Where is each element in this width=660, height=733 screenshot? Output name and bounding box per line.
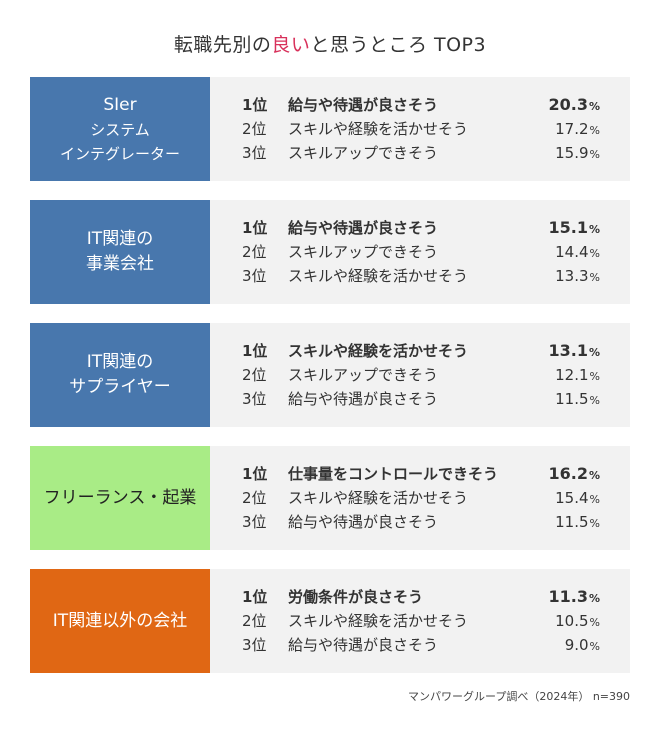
ranking-row: 2位 スキルや経験を活かせそう 10.5% — [210, 609, 630, 633]
rank: 2位 — [242, 243, 267, 261]
reason: スキルアップできそう — [288, 366, 439, 384]
percentage: 20.3% — [548, 95, 600, 114]
reason: スキルアップできそう — [288, 243, 439, 261]
rank: 2位 — [242, 612, 267, 630]
percentage: 13.3% — [555, 267, 600, 285]
ranking-row: 3位 スキルや経験を活かせそう 13.3% — [210, 264, 630, 288]
rank: 2位 — [242, 489, 267, 507]
reason: スキルや経験を活かせそう — [288, 267, 469, 285]
ranking-row: 2位 スキルアップできそう 12.1% — [210, 363, 630, 387]
title-highlight: 良い — [271, 34, 311, 56]
reason: 仕事量をコントロールできそう — [288, 465, 499, 483]
category-label: IT関連の 事業会社 — [30, 200, 210, 304]
reason: 給与や待遇が良さそう — [288, 219, 439, 237]
ranking-row: 1位 スキルや経験を活かせそう 13.1% — [210, 339, 630, 363]
ranking-row: 2位 スキルや経験を活かせそう 15.4% — [210, 486, 630, 510]
ranking-row: 2位 スキルや経験を活かせそう 17.2% — [210, 117, 630, 141]
ranking-panel: 1位 給与や待遇が良さそう 20.3% 2位 スキルや経験を活かせそう 17.2… — [210, 77, 630, 181]
percentage: 17.2% — [555, 120, 600, 138]
ranking-row: 1位 給与や待遇が良さそう 15.1% — [210, 216, 630, 240]
title-pre: 転職先別の — [173, 34, 272, 56]
category-line1: フリーランス・起業 — [43, 487, 197, 508]
percentage: 9.0% — [564, 636, 600, 654]
reason: スキルアップできそう — [288, 144, 439, 162]
percentage: 11.3% — [548, 587, 600, 606]
rank: 2位 — [242, 120, 267, 138]
reason: スキルや経験を活かせそう — [288, 489, 469, 507]
title-post: と思うところ TOP3 — [310, 34, 487, 56]
percentage: 10.5% — [555, 612, 600, 630]
source-footnote: マンパワーグループ調べ（2024年） n=390 — [407, 690, 630, 703]
rank: 3位 — [242, 513, 267, 531]
category-line1: IT関連以外の会社 — [52, 610, 188, 631]
ranking-row: 1位 労働条件が良さそう 11.3% — [210, 585, 630, 609]
page-title: 転職先別の良いと思うところ TOP3 — [0, 30, 660, 57]
ranking-block-it-business: IT関連の 事業会社 1位 給与や待遇が良さそう 15.1% 2位 スキルアップ… — [30, 200, 630, 304]
rank: 1位 — [242, 588, 268, 606]
ranking-row: 1位 仕事量をコントロールできそう 16.2% — [210, 462, 630, 486]
ranking-panel: 1位 スキルや経験を活かせそう 13.1% 2位 スキルアップできそう 12.1… — [210, 323, 630, 427]
rank: 1位 — [242, 342, 268, 360]
ranking-row: 3位 給与や待遇が良さそう 11.5% — [210, 387, 630, 411]
category-line1: SIer — [103, 94, 137, 115]
category-line2: 事業会社 — [86, 254, 154, 274]
percentage: 11.5% — [555, 390, 600, 408]
percentage: 13.1% — [548, 341, 600, 360]
category-line1: IT関連の — [86, 229, 154, 249]
rank: 3位 — [242, 390, 267, 408]
category-label: SIer システム インテグレーター — [30, 77, 210, 181]
ranking-panel: 1位 労働条件が良さそう 11.3% 2位 スキルや経験を活かせそう 10.5%… — [210, 569, 630, 673]
category-line2: サプライヤー — [69, 377, 171, 397]
rank: 3位 — [242, 267, 267, 285]
percentage: 14.4% — [555, 243, 600, 261]
reason: スキルや経験を活かせそう — [288, 342, 469, 360]
ranking-block-freelance: フリーランス・起業 1位 仕事量をコントロールできそう 16.2% 2位 スキル… — [30, 446, 630, 550]
rank: 3位 — [242, 636, 267, 654]
ranking-row: 1位 給与や待遇が良さそう 20.3% — [210, 93, 630, 117]
category-line2: システム — [90, 120, 150, 139]
percentage: 15.9% — [555, 144, 600, 162]
rank: 1位 — [242, 465, 268, 483]
rank: 1位 — [242, 219, 268, 237]
category-label: IT関連の サプライヤー — [30, 323, 210, 427]
percentage: 12.1% — [555, 366, 600, 384]
reason: 給与や待遇が良さそう — [288, 96, 439, 114]
rank: 3位 — [242, 144, 267, 162]
category-label: IT関連以外の会社 — [30, 569, 210, 673]
category-label: フリーランス・起業 — [30, 446, 210, 550]
category-line3: インテグレーター — [59, 144, 180, 163]
ranking-block-it-supplier: IT関連の サプライヤー 1位 スキルや経験を活かせそう 13.1% 2位 スキ… — [30, 323, 630, 427]
ranking-block-sier: SIer システム インテグレーター 1位 給与や待遇が良さそう 20.3% 2… — [30, 77, 630, 181]
ranking-panel: 1位 給与や待遇が良さそう 15.1% 2位 スキルアップできそう 14.4% … — [210, 200, 630, 304]
reason: 労働条件が良さそう — [288, 588, 424, 606]
reason: スキルや経験を活かせそう — [288, 120, 469, 138]
reason: スキルや経験を活かせそう — [288, 612, 469, 630]
percentage: 15.4% — [555, 489, 600, 507]
reason: 給与や待遇が良さそう — [288, 513, 439, 531]
rank: 1位 — [242, 96, 268, 114]
ranking-row: 2位 スキルアップできそう 14.4% — [210, 240, 630, 264]
ranking-row: 3位 給与や待遇が良さそう 9.0% — [210, 633, 630, 657]
ranking-row: 3位 給与や待遇が良さそう 11.5% — [210, 510, 630, 534]
ranking-block-non-it: IT関連以外の会社 1位 労働条件が良さそう 11.3% 2位 スキルや経験を活… — [30, 569, 630, 673]
ranking-row: 3位 スキルアップできそう 15.9% — [210, 141, 630, 165]
percentage: 15.1% — [548, 218, 600, 237]
percentage: 11.5% — [555, 513, 600, 531]
reason: 給与や待遇が良さそう — [288, 636, 439, 654]
ranking-panel: 1位 仕事量をコントロールできそう 16.2% 2位 スキルや経験を活かせそう … — [210, 446, 630, 550]
category-line1: IT関連の — [86, 352, 154, 372]
rank: 2位 — [242, 366, 267, 384]
reason: 給与や待遇が良さそう — [288, 390, 439, 408]
percentage: 16.2% — [548, 464, 600, 483]
